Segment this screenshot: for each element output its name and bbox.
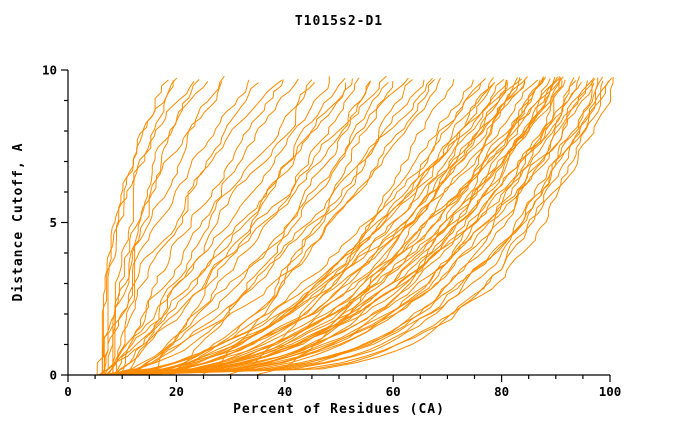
y-tick-label: 0: [49, 368, 57, 383]
gdt-curve: [119, 76, 559, 376]
gdt-curve: [103, 81, 209, 375]
gdt-curve: [201, 81, 394, 376]
gdt-curve: [112, 78, 200, 375]
gdt-curve: [123, 81, 496, 376]
gdt-curve: [112, 77, 599, 376]
gdt-curve: [97, 78, 487, 376]
gdt-curve: [116, 80, 609, 376]
gdt-curve: [109, 78, 560, 376]
y-axis-label: Distance Cutoff, A: [11, 142, 26, 302]
gdt-curve: [101, 77, 178, 376]
gdt-curve: [99, 82, 595, 376]
gdt-curve: [127, 77, 360, 376]
gdt-curve: [136, 79, 436, 376]
gdt-curve: [117, 77, 612, 376]
gdt-curve: [97, 77, 575, 376]
gdt-curve: [98, 76, 330, 376]
gdt-curve: [101, 79, 250, 376]
gdt-curve: [98, 75, 387, 376]
gdt-curve: [120, 82, 389, 376]
gdt-curve: [115, 75, 225, 375]
gdt-curve: [109, 77, 545, 376]
y-tick-label: 5: [49, 215, 57, 230]
gdt-curve: [109, 79, 474, 376]
gdt-curve: [119, 77, 562, 376]
x-axis-label: Percent of Residues (CA): [233, 402, 445, 417]
gdt-curve: [110, 77, 433, 376]
x-tick-label: 0: [64, 384, 72, 399]
gdt-curve: [108, 77, 409, 376]
gdt-curve: [173, 80, 371, 376]
gdt-curve: [106, 80, 604, 376]
gdt-curve: [132, 78, 551, 376]
gdt-curve: [119, 79, 284, 376]
x-tick-label: 100: [599, 384, 622, 399]
gdt-curve: [113, 82, 346, 376]
curve-group: [96, 75, 614, 376]
gdt-curve: [107, 78, 596, 376]
gdt-curve: [124, 76, 560, 376]
gdt-curve: [101, 76, 544, 376]
gdt-curve: [168, 79, 425, 376]
gdt-curve: [107, 82, 259, 376]
gdt-curve: [105, 76, 564, 376]
gdt-curve: [112, 76, 556, 376]
gdt-curve: [103, 80, 588, 376]
gdt-curve: [120, 80, 593, 376]
gdt-curve: [129, 76, 528, 376]
x-tick-label: 20: [169, 384, 184, 399]
gdt-curve: [152, 78, 346, 376]
x-tick-label: 40: [277, 384, 292, 399]
gdt-curve: [103, 77, 441, 376]
gdt-curve: [139, 79, 505, 376]
gdt-curve: [227, 79, 455, 376]
gdt-curve: [120, 81, 555, 376]
gdt-curve: [105, 78, 353, 376]
gdt-curve: [106, 78, 299, 376]
gdt-curve: [113, 82, 316, 376]
gdt-curve: [117, 79, 413, 376]
gdt-curve: [118, 81, 526, 376]
gdt-curve: [96, 79, 283, 375]
gdt-curve: [113, 77, 518, 376]
gdt-curve: [115, 79, 526, 376]
y-tick-label: 10: [42, 63, 57, 78]
gdt-curve: [109, 78, 523, 376]
gdt-curve: [111, 81, 371, 376]
x-tick-label: 80: [494, 384, 509, 399]
chart-title: T1015s2-D1: [294, 14, 384, 29]
gdt-curve: [123, 79, 313, 376]
x-tick-label: 60: [386, 384, 401, 399]
gdt-curve: [103, 81, 195, 376]
gdt-curve: [106, 81, 582, 376]
